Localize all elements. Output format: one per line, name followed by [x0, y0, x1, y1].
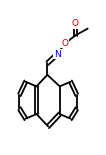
Text: O: O	[62, 39, 69, 48]
Text: N: N	[54, 49, 61, 59]
Text: O: O	[72, 20, 79, 29]
